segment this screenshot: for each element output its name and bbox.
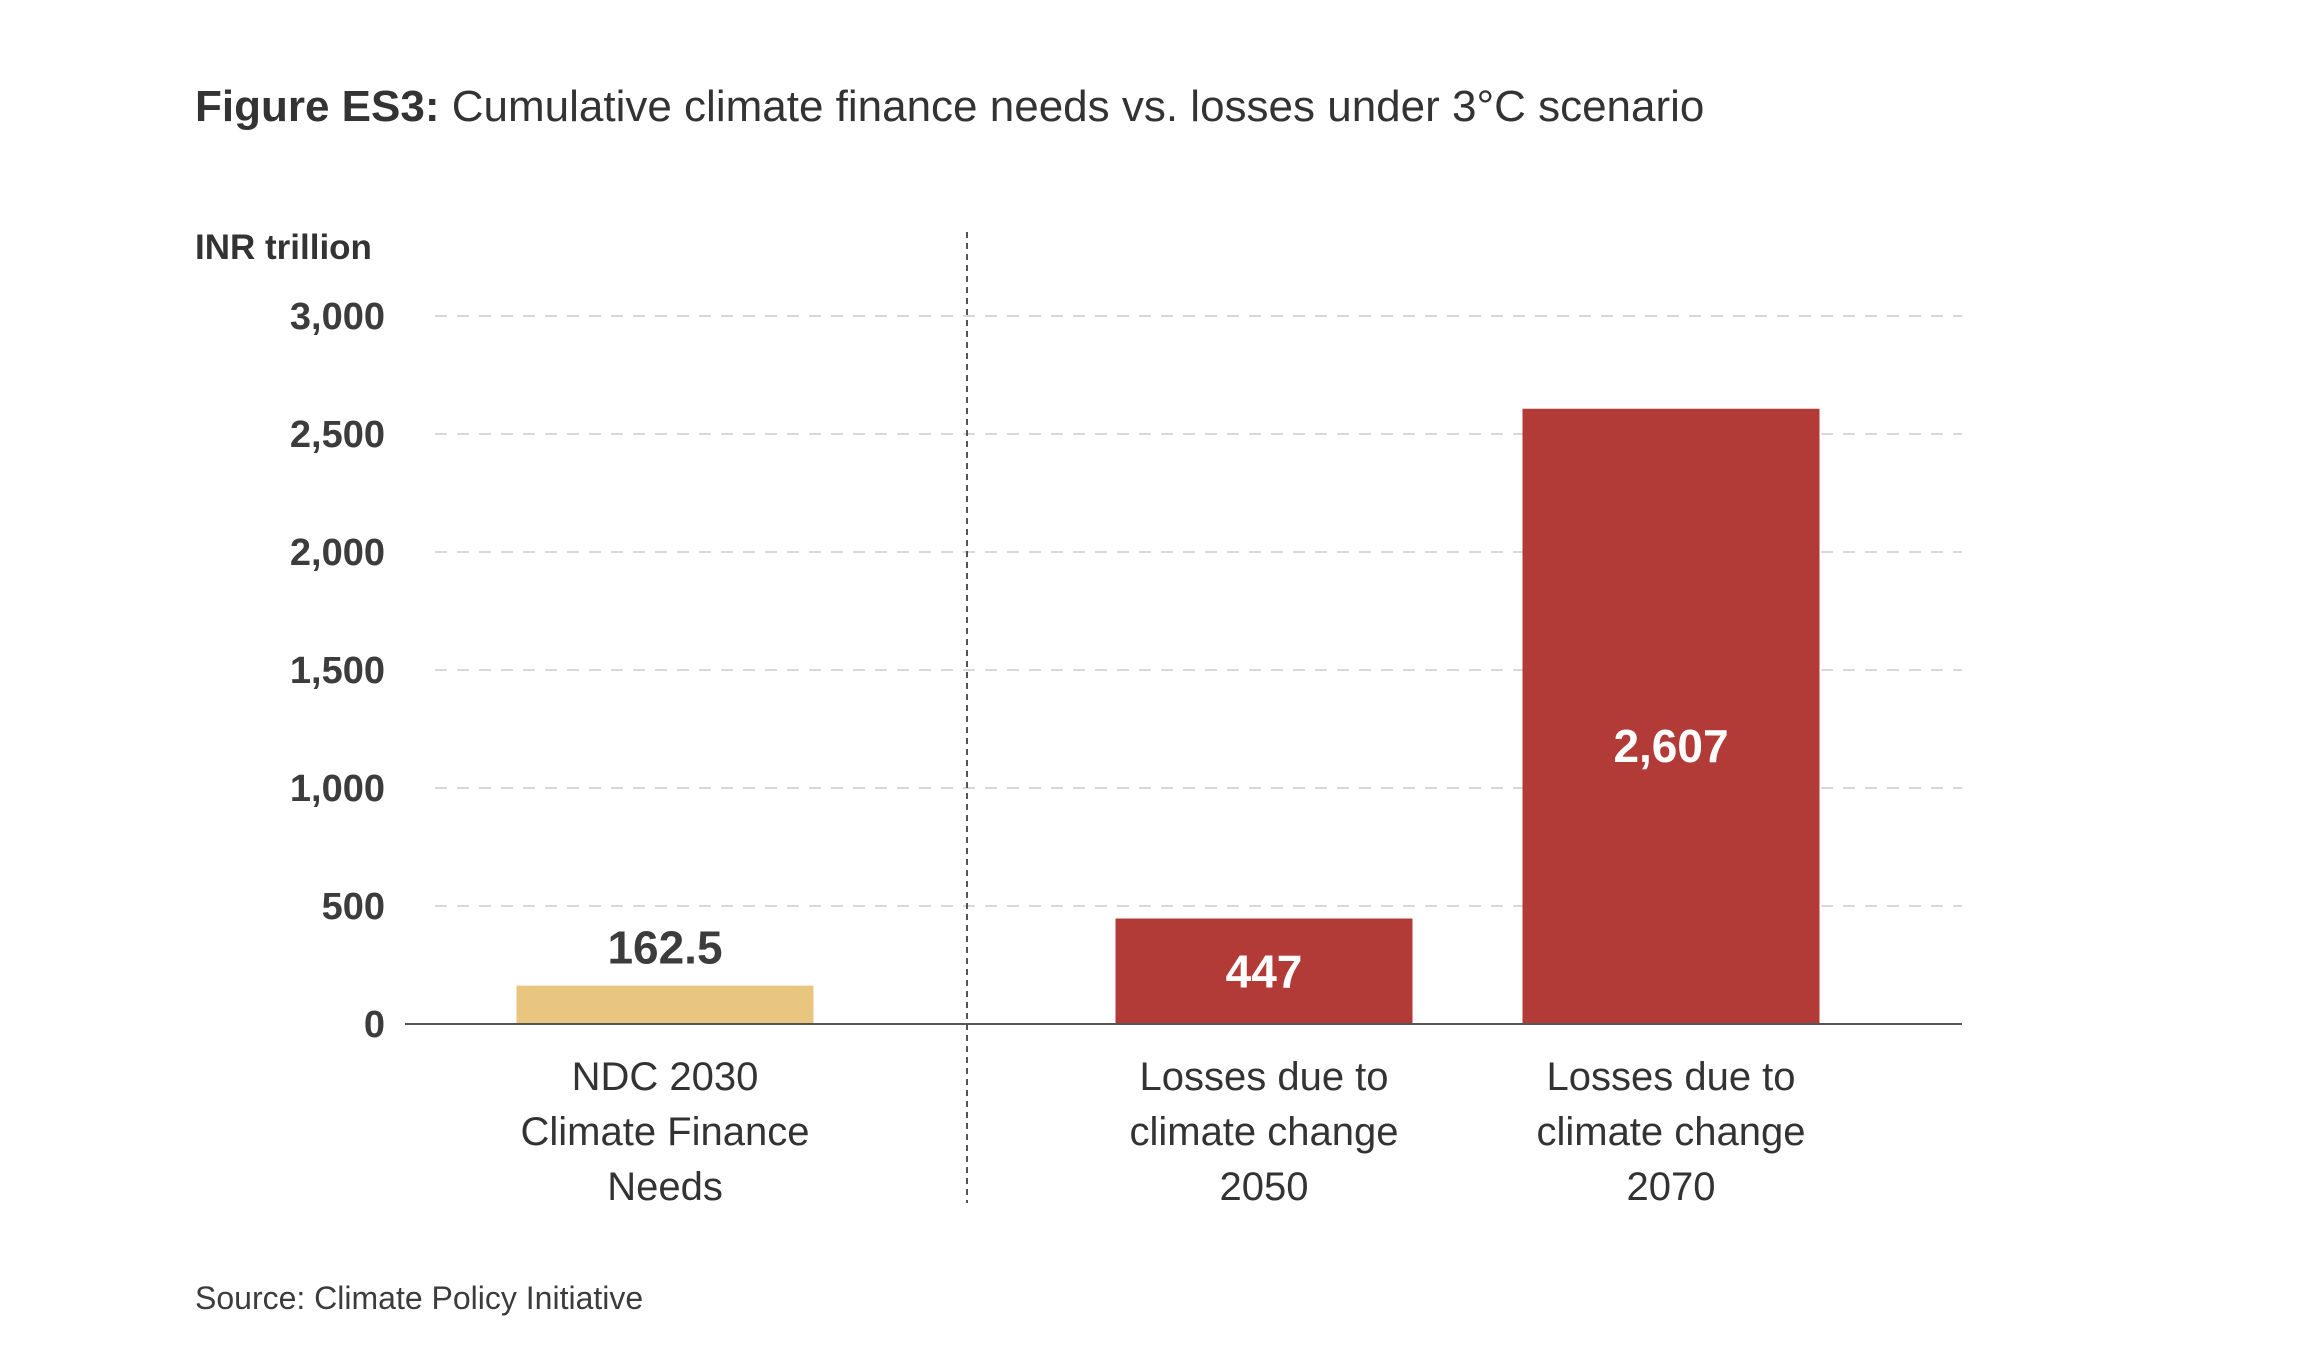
bar bbox=[516, 985, 814, 1024]
x-category-label-line: 2050 bbox=[1220, 1165, 1309, 1209]
y-tick-label: 500 bbox=[322, 886, 385, 928]
y-tick-label: 3,000 bbox=[290, 296, 385, 338]
y-axis-unit-label: INR trillion bbox=[195, 228, 372, 267]
x-category-label: Losses due to climate change 2050 bbox=[1129, 1055, 1398, 1209]
chart-title: Figure ES3: Cumulative climate finance n… bbox=[195, 82, 1704, 132]
bar-value-label: 2,607 bbox=[1613, 720, 1728, 772]
bar bbox=[1115, 918, 1413, 1024]
y-tick-label: 1,000 bbox=[290, 768, 385, 810]
source-note: Source: Climate Policy Initiative bbox=[195, 1280, 644, 1316]
y-tick-label: 1,500 bbox=[290, 650, 385, 692]
x-category-label-line: NDC 2030 bbox=[572, 1055, 759, 1099]
title-prefix: Figure ES3: bbox=[195, 82, 440, 131]
x-category-label-line: Losses due to bbox=[1139, 1055, 1388, 1099]
x-category-label: Losses due to climate change 2070 bbox=[1536, 1055, 1805, 1209]
x-category-label-line: Needs bbox=[607, 1165, 723, 1209]
x-category-label-line: Losses due to bbox=[1546, 1055, 1795, 1099]
x-category-label-line: 2070 bbox=[1627, 1165, 1716, 1209]
y-tick-label: 2,500 bbox=[290, 414, 385, 456]
bar bbox=[1522, 408, 1820, 1024]
bar-value-label: 162.5 bbox=[607, 922, 722, 974]
x-category-label: NDC 2030 Climate Finance Needs bbox=[520, 1055, 809, 1209]
x-category-label-line: Climate Finance bbox=[520, 1110, 809, 1154]
x-category-label-line: climate change bbox=[1536, 1110, 1805, 1154]
bar-value-label: 447 bbox=[1226, 945, 1303, 997]
y-tick-label: 0 bbox=[364, 1004, 385, 1046]
title-text: Cumulative climate finance needs vs. los… bbox=[451, 82, 1705, 131]
y-tick-label: 2,000 bbox=[290, 532, 385, 574]
x-category-label-line: climate change bbox=[1129, 1110, 1398, 1154]
